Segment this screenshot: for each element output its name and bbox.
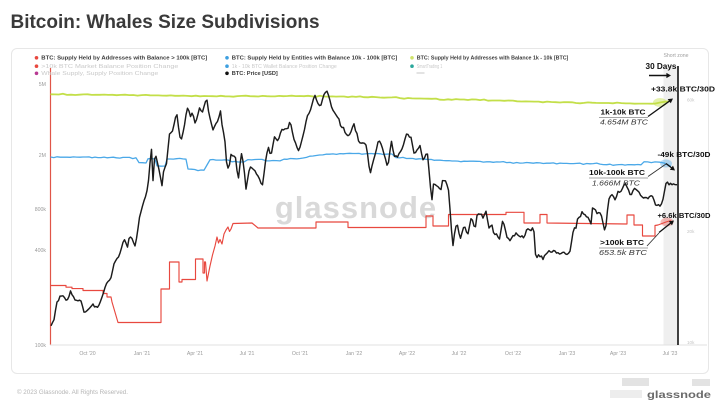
svg-text:Jul '22: Jul '22 — [452, 351, 467, 357]
svg-text:2M: 2M — [39, 153, 46, 159]
svg-text:Whale Supply, Supply Position: Whale Supply, Supply Position Change — [41, 71, 158, 77]
svg-text:5M: 5M — [39, 82, 46, 88]
svg-text:Oct '20: Oct '20 — [79, 351, 95, 357]
svg-text:BTC: Supply Held by Addresses: BTC: Supply Held by Addresses with Balan… — [417, 56, 569, 62]
svg-text:Bitcoin: Whales Size Subdivisi: Bitcoin: Whales Size Subdivisions — [11, 12, 320, 33]
svg-text:+6.6k BTC/30D: +6.6k BTC/30D — [658, 213, 711, 220]
svg-text:-49k BTC/30D: -49k BTC/30D — [658, 152, 711, 159]
svg-text:30 Days: 30 Days — [646, 62, 677, 71]
svg-text:4.654M BTC: 4.654M BTC — [600, 118, 649, 127]
svg-text:Jan '21: Jan '21 — [134, 351, 151, 357]
svg-text:1.666M BTC: 1.666M BTC — [592, 179, 641, 188]
svg-text:glassnode: glassnode — [275, 190, 437, 225]
svg-text:1k - 10k BTC Wallet Balance Po: 1k - 10k BTC Wallet Balance Position Cha… — [232, 64, 337, 70]
svg-text:10k-100k BTC: 10k-100k BTC — [589, 168, 646, 177]
svg-text:Apr '21: Apr '21 — [187, 351, 203, 357]
svg-text:BTC: Price [USD]: BTC: Price [USD] — [232, 71, 278, 77]
svg-text:BTC: Supply Held by Addresses: BTC: Supply Held by Addresses with Balan… — [41, 56, 207, 62]
svg-text:60k: 60k — [687, 98, 695, 103]
svg-text:653.5k BTC: 653.5k BTC — [599, 248, 648, 257]
svg-text:Jul '21: Jul '21 — [240, 351, 255, 357]
svg-text:400k: 400k — [35, 248, 47, 254]
svg-text:Short zone: Short zone — [663, 53, 688, 59]
svg-text:>10k BTC Market Balance Positi: >10k BTC Market Balance Position Change — [41, 64, 178, 70]
svg-text:© 2023 Glassnode. All Rights R: © 2023 Glassnode. All Rights Reserved. — [17, 388, 128, 396]
svg-text:Apr '23: Apr '23 — [610, 351, 626, 357]
svg-text:800k: 800k — [35, 207, 47, 213]
svg-text:+33.8k BTC/30D: +33.8k BTC/30D — [651, 87, 715, 94]
svg-text:SmartTrading 1: SmartTrading 1 — [417, 64, 443, 70]
svg-text:Apr '22: Apr '22 — [399, 351, 415, 357]
svg-text:glassnode: glassnode — [647, 389, 711, 401]
svg-text:1k-10k BTC: 1k-10k BTC — [601, 108, 647, 117]
svg-text:Jan '23: Jan '23 — [559, 351, 576, 357]
svg-text:10k: 10k — [687, 340, 695, 345]
svg-text:BTC: Supply Held by Entities w: BTC: Supply Held by Entities with Balanc… — [232, 56, 398, 62]
svg-text:Jul '23: Jul '23 — [663, 351, 678, 357]
svg-text:Oct '22: Oct '22 — [505, 351, 521, 357]
svg-text:Jan '22: Jan '22 — [346, 351, 363, 357]
svg-text:Oct '21: Oct '21 — [292, 351, 308, 357]
svg-text:20k: 20k — [687, 229, 695, 234]
svg-text:>100k BTC: >100k BTC — [600, 238, 645, 247]
svg-text:100k: 100k — [35, 343, 47, 349]
